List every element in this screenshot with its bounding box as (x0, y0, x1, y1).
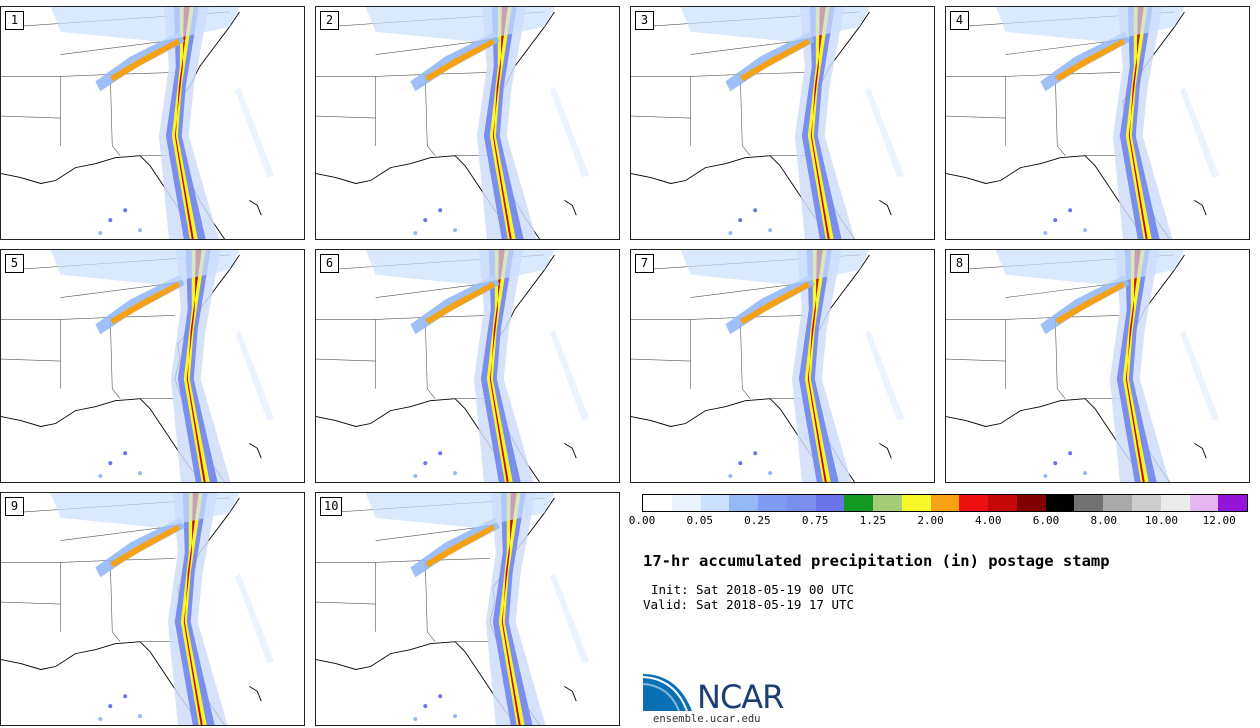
colorbar-segment (643, 495, 672, 511)
colorbar-segment (1189, 495, 1219, 511)
colorbar-tick-label: 8.00 (1090, 514, 1117, 527)
colorbar-segment (1045, 495, 1075, 511)
postage-stamp-panel: 7 (630, 249, 935, 483)
colorbar-segment (1074, 495, 1104, 511)
map-title: 17-hr accumulated precipitation (in) pos… (643, 552, 1110, 570)
precip-map (631, 7, 905, 239)
ncar-logo-text: NCAR (697, 678, 784, 716)
panel-number-label: 5 (5, 254, 24, 273)
init-label: Init: (651, 582, 689, 597)
colorbar-segment (815, 495, 845, 511)
postage-stamp-panel: 2 (315, 6, 620, 240)
precip-map (1, 250, 275, 482)
ncar-logo-icon (642, 674, 692, 712)
init-value: Sat 2018-05-19 00 UTC (696, 582, 855, 597)
colorbar-tick-label: 0.75 (801, 514, 829, 527)
precip-map (316, 250, 590, 482)
valid-value: Sat 2018-05-19 17 UTC (696, 597, 855, 612)
colorbar-segment (930, 495, 960, 511)
precip-map (946, 7, 1220, 239)
colorbar-tick-label: 10.00 (1144, 514, 1178, 527)
colorbar-segment (1218, 495, 1248, 511)
colorbar-segment (1016, 495, 1046, 511)
colorbar-tick-label: 12.00 (1202, 514, 1236, 527)
colorbar-tick-label: 1.25 (859, 514, 887, 527)
website-link[interactable]: ensemble.ucar.edu (653, 713, 761, 725)
precip-map (631, 250, 905, 482)
colorbar-segment (758, 495, 787, 511)
postage-stamp-panel: 3 (630, 6, 935, 240)
colorbar-segment (671, 495, 701, 511)
postage-stamp-panel: 6 (315, 249, 620, 483)
panel-number-label: 3 (635, 11, 654, 30)
panel-number-label: 6 (320, 254, 339, 273)
precip-map (1, 7, 275, 239)
postage-stamp-panel: 4 (945, 6, 1250, 240)
precip-map (946, 250, 1220, 482)
colorbar-segment (786, 495, 816, 511)
colorbar-segment (700, 495, 730, 511)
panel-number-label: 9 (5, 497, 24, 516)
postage-stamp-panel: 1 (0, 6, 305, 240)
postage-stamp-panel: 9 (0, 492, 305, 726)
colorbar-segment (873, 495, 902, 511)
colorbar-segment (729, 495, 759, 511)
postage-stamp-panel: 10 (315, 492, 620, 726)
valid-label: Valid: (643, 597, 689, 612)
colorbar-segment (959, 495, 989, 511)
precip-map (316, 493, 590, 725)
colorbar-segment (844, 495, 874, 511)
panel-number-label: 7 (635, 254, 654, 273)
colorbar-tick-label: 0.25 (744, 514, 771, 527)
colorbar-tick-label: 2.00 (917, 514, 944, 527)
colorbar-segment (901, 495, 931, 511)
panel-number-label: 8 (950, 254, 969, 273)
precip-map (316, 7, 590, 239)
postage-stamp-panel: 5 (0, 249, 305, 483)
panel-number-label: 1 (5, 11, 24, 30)
colorbar-segment (988, 495, 1017, 511)
colorbar-segment (1132, 495, 1161, 511)
panel-number-label: 2 (320, 11, 339, 30)
postage-stamp-panel: 8 (945, 249, 1250, 483)
panel-number-label: 10 (320, 497, 343, 516)
colorbar-segment (1160, 495, 1190, 511)
precip-colorbar (642, 494, 1248, 512)
colorbar-tick-label: 6.00 (1032, 514, 1060, 527)
precip-map (1, 493, 275, 725)
colorbar-tick-label: 0.00 (628, 514, 656, 527)
colorbar-segment (1103, 495, 1133, 511)
panel-number-label: 4 (950, 11, 969, 30)
colorbar-tick-label: 4.00 (975, 514, 1002, 527)
colorbar-tick-label: 0.05 (686, 514, 713, 527)
